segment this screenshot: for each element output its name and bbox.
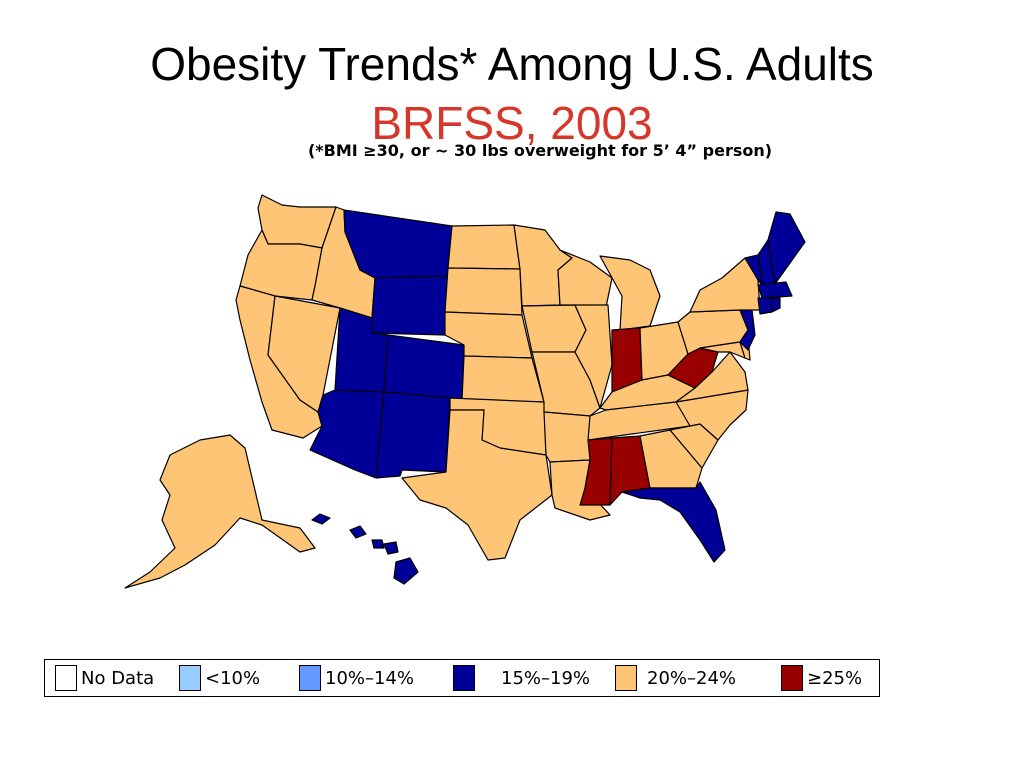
legend-label: 15%–19% [501, 667, 591, 689]
state-ND [447, 224, 521, 270]
legend-item: 10%–14% [299, 664, 414, 692]
state-SD [444, 267, 523, 316]
state-HI-3 [371, 539, 385, 549]
legend-item: 20%–24% [615, 664, 736, 692]
state-KS [461, 355, 545, 403]
legend-label: <10% [205, 667, 261, 689]
state-HI-4 [383, 541, 399, 555]
state-NC [675, 389, 749, 441]
chart-subtitle: BRFSS, 2003 [371, 97, 653, 149]
legend-label: No Data [81, 667, 155, 689]
state-CO [383, 334, 465, 401]
footnote: (*BMI ≥30, or ~ 30 lbs overweight for 5’… [307, 141, 773, 160]
state-AR [543, 411, 591, 463]
legend-label: ≥25% [807, 667, 863, 689]
legend-swatch [299, 665, 321, 691]
legend: No Data <10% 10%–14% 15%–19% 20%–24% ≥25… [44, 659, 880, 697]
state-MA [757, 281, 793, 299]
legend-swatch [179, 665, 201, 691]
legend-swatch [615, 665, 637, 691]
legend-swatch [781, 665, 803, 691]
legend-item: ≥25% [781, 664, 862, 692]
state-IL [574, 304, 613, 409]
state-MT [343, 209, 453, 279]
state-HI-5 [393, 557, 419, 585]
state-GA [639, 429, 703, 489]
state-MI [599, 255, 661, 331]
state-WY [371, 275, 449, 336]
legend-item: 15%–19% [453, 664, 590, 692]
legend-item: <10% [179, 664, 260, 692]
state-FL [621, 481, 726, 563]
state-CT [757, 297, 773, 315]
state-IA [521, 304, 587, 353]
legend-swatch [55, 665, 77, 691]
state-NM [375, 391, 451, 479]
state-AZ [309, 389, 385, 479]
state-TX [401, 409, 553, 561]
state-HI-2 [349, 525, 367, 539]
state-HI [311, 513, 331, 525]
state-RI [771, 297, 781, 313]
state-AK [124, 434, 316, 589]
state-MD [699, 341, 746, 359]
legend-item: No Data [55, 664, 154, 692]
legend-label: 10%–14% [325, 667, 415, 689]
state-ME [767, 211, 806, 285]
legend-label: 20%–24% [647, 667, 737, 689]
legend-swatch [453, 665, 475, 691]
chart-title: Obesity Trends* Among U.S. Adults [150, 38, 874, 90]
